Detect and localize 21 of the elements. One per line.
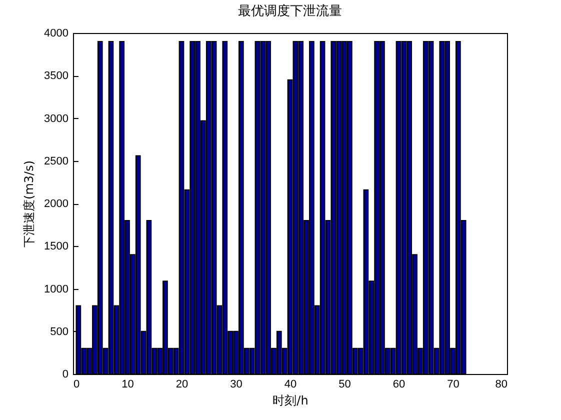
y-axis-title: 下泄速度(m3/s) xyxy=(22,160,36,248)
x-tick-label: 70 xyxy=(447,378,460,390)
x-tick-label: 30 xyxy=(230,378,242,390)
x-axis-title: 时刻/h xyxy=(272,394,308,408)
y-tick-label: 1500 xyxy=(44,240,68,253)
y-tick-label: 2500 xyxy=(44,155,68,168)
y-tick-label: 500 xyxy=(50,326,68,338)
y-tick-label: 0 xyxy=(62,368,68,380)
x-tick-label: 40 xyxy=(284,378,297,390)
x-tick-label: 80 xyxy=(495,378,508,390)
y-tick-label: 3000 xyxy=(44,112,68,125)
x-tick-label: 20 xyxy=(176,378,188,390)
y-tick-label: 1000 xyxy=(44,283,68,296)
y-tick-label: 2000 xyxy=(44,198,68,210)
y-tick-label: 4000 xyxy=(44,28,68,40)
x-tick-label: 0 xyxy=(74,378,80,390)
x-tick-label: 50 xyxy=(338,378,351,390)
x-tick-label: 10 xyxy=(122,378,134,390)
chart-title: 最优调度下泄流量 xyxy=(238,3,342,19)
x-tick-label: 60 xyxy=(392,378,406,390)
y-tick-label: 3500 xyxy=(44,70,68,82)
